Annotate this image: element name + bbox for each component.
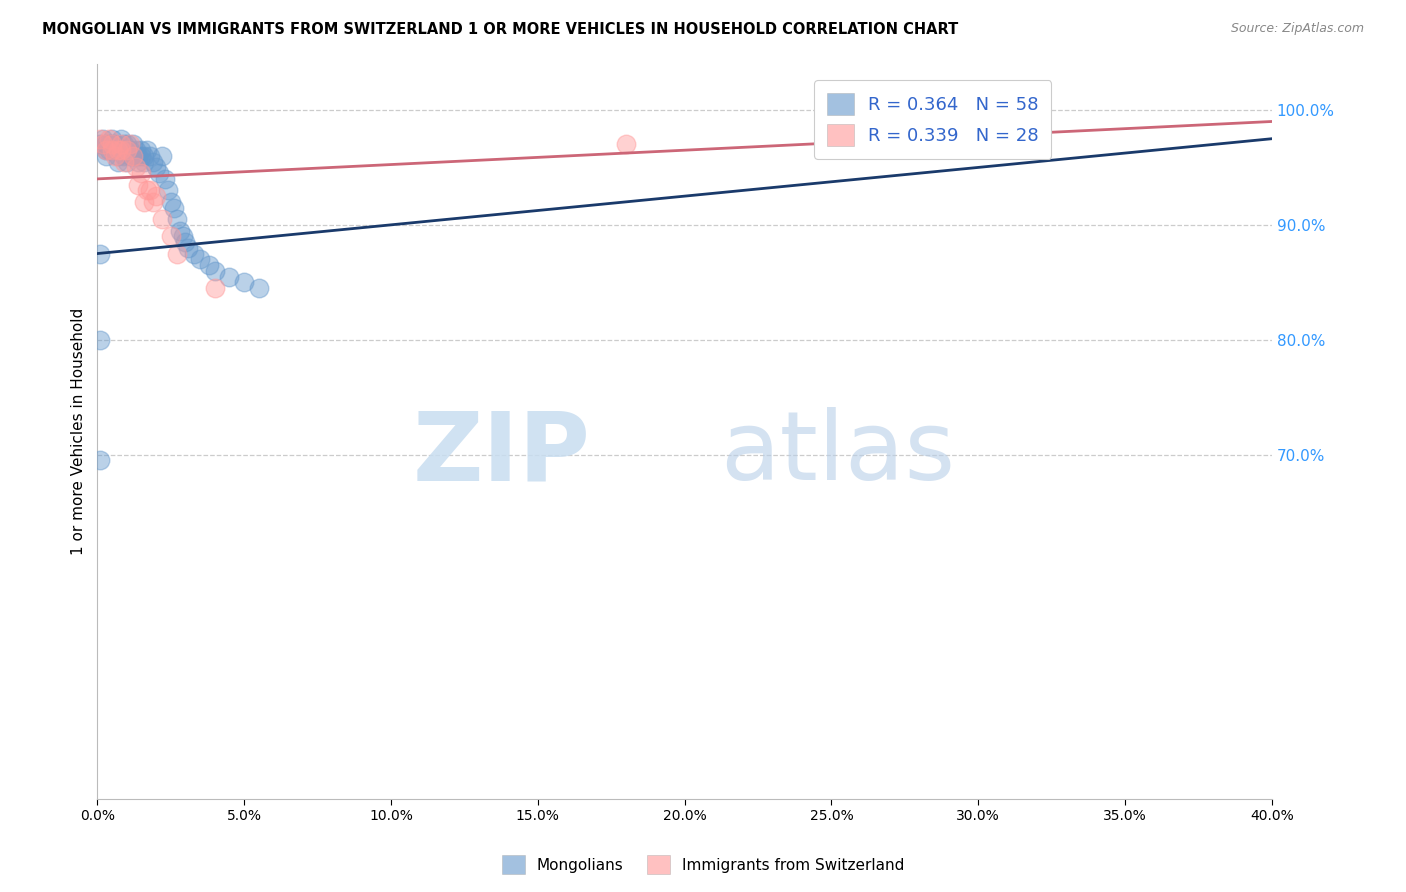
Point bbox=[233, 275, 256, 289]
Point bbox=[188, 252, 211, 267]
Point bbox=[124, 149, 146, 163]
Point bbox=[131, 166, 153, 180]
Point bbox=[104, 137, 127, 152]
Point bbox=[145, 161, 167, 175]
Point bbox=[89, 137, 111, 152]
Text: Source: ZipAtlas.com: Source: ZipAtlas.com bbox=[1230, 22, 1364, 36]
Point bbox=[127, 149, 149, 163]
Point bbox=[127, 178, 149, 192]
Point bbox=[115, 143, 138, 157]
Point bbox=[110, 143, 132, 157]
Y-axis label: 1 or more Vehicles in Household: 1 or more Vehicles in Household bbox=[72, 308, 86, 555]
Point bbox=[110, 137, 132, 152]
Point bbox=[96, 137, 118, 152]
Point bbox=[247, 281, 270, 295]
Point bbox=[89, 453, 111, 467]
Point bbox=[112, 154, 135, 169]
Point bbox=[89, 333, 111, 347]
Point bbox=[89, 246, 111, 260]
Point bbox=[204, 281, 226, 295]
Text: MONGOLIAN VS IMMIGRANTS FROM SWITZERLAND 1 OR MORE VEHICLES IN HOUSEHOLD CORRELA: MONGOLIAN VS IMMIGRANTS FROM SWITZERLAND… bbox=[42, 22, 959, 37]
Point bbox=[614, 137, 637, 152]
Point bbox=[150, 149, 173, 163]
Point bbox=[101, 137, 124, 152]
Point bbox=[98, 143, 121, 157]
Point bbox=[91, 132, 114, 146]
Point bbox=[124, 161, 146, 175]
Point bbox=[183, 246, 205, 260]
Point bbox=[148, 166, 170, 180]
Point bbox=[98, 137, 121, 152]
Point bbox=[136, 183, 159, 197]
Point bbox=[134, 149, 156, 163]
Point bbox=[110, 143, 132, 157]
Point bbox=[204, 264, 226, 278]
Point bbox=[104, 149, 127, 163]
Point bbox=[166, 246, 188, 260]
Point bbox=[174, 235, 197, 249]
Point bbox=[156, 183, 179, 197]
Point bbox=[89, 132, 111, 146]
Point bbox=[107, 149, 129, 163]
Point bbox=[177, 241, 200, 255]
Point bbox=[96, 143, 118, 157]
Text: atlas: atlas bbox=[720, 407, 955, 500]
Point bbox=[163, 201, 186, 215]
Point bbox=[121, 137, 143, 152]
Point bbox=[131, 143, 153, 157]
Point bbox=[96, 143, 118, 157]
Point bbox=[98, 132, 121, 146]
Point bbox=[198, 258, 221, 272]
Point bbox=[110, 132, 132, 146]
Point bbox=[121, 149, 143, 163]
Point bbox=[101, 137, 124, 152]
Point bbox=[107, 154, 129, 169]
Point bbox=[134, 154, 156, 169]
Point bbox=[139, 183, 162, 197]
Point bbox=[104, 143, 127, 157]
Point bbox=[118, 137, 141, 152]
Point bbox=[101, 143, 124, 157]
Point bbox=[139, 149, 162, 163]
Point bbox=[172, 229, 194, 244]
Point bbox=[145, 189, 167, 203]
Point bbox=[159, 229, 181, 244]
Point bbox=[127, 154, 149, 169]
Point bbox=[142, 194, 165, 209]
Point bbox=[153, 172, 176, 186]
Point bbox=[134, 194, 156, 209]
Point bbox=[136, 143, 159, 157]
Point bbox=[115, 137, 138, 152]
Point bbox=[166, 212, 188, 227]
Legend: R = 0.364   N = 58, R = 0.339   N = 28: R = 0.364 N = 58, R = 0.339 N = 28 bbox=[814, 80, 1052, 159]
Point bbox=[107, 143, 129, 157]
Point bbox=[169, 224, 191, 238]
Legend: Mongolians, Immigrants from Switzerland: Mongolians, Immigrants from Switzerland bbox=[496, 849, 910, 880]
Point bbox=[142, 154, 165, 169]
Point bbox=[131, 149, 153, 163]
Point bbox=[967, 114, 990, 128]
Point bbox=[112, 149, 135, 163]
Point bbox=[118, 143, 141, 157]
Point bbox=[115, 154, 138, 169]
Point bbox=[115, 143, 138, 157]
Point bbox=[101, 132, 124, 146]
Point bbox=[150, 212, 173, 227]
Point bbox=[118, 149, 141, 163]
Point bbox=[91, 137, 114, 152]
Point bbox=[96, 149, 118, 163]
Point bbox=[101, 143, 124, 157]
Point bbox=[124, 143, 146, 157]
Point bbox=[121, 149, 143, 163]
Point bbox=[218, 269, 240, 284]
Point bbox=[159, 194, 181, 209]
Point bbox=[112, 137, 135, 152]
Text: ZIP: ZIP bbox=[413, 407, 591, 500]
